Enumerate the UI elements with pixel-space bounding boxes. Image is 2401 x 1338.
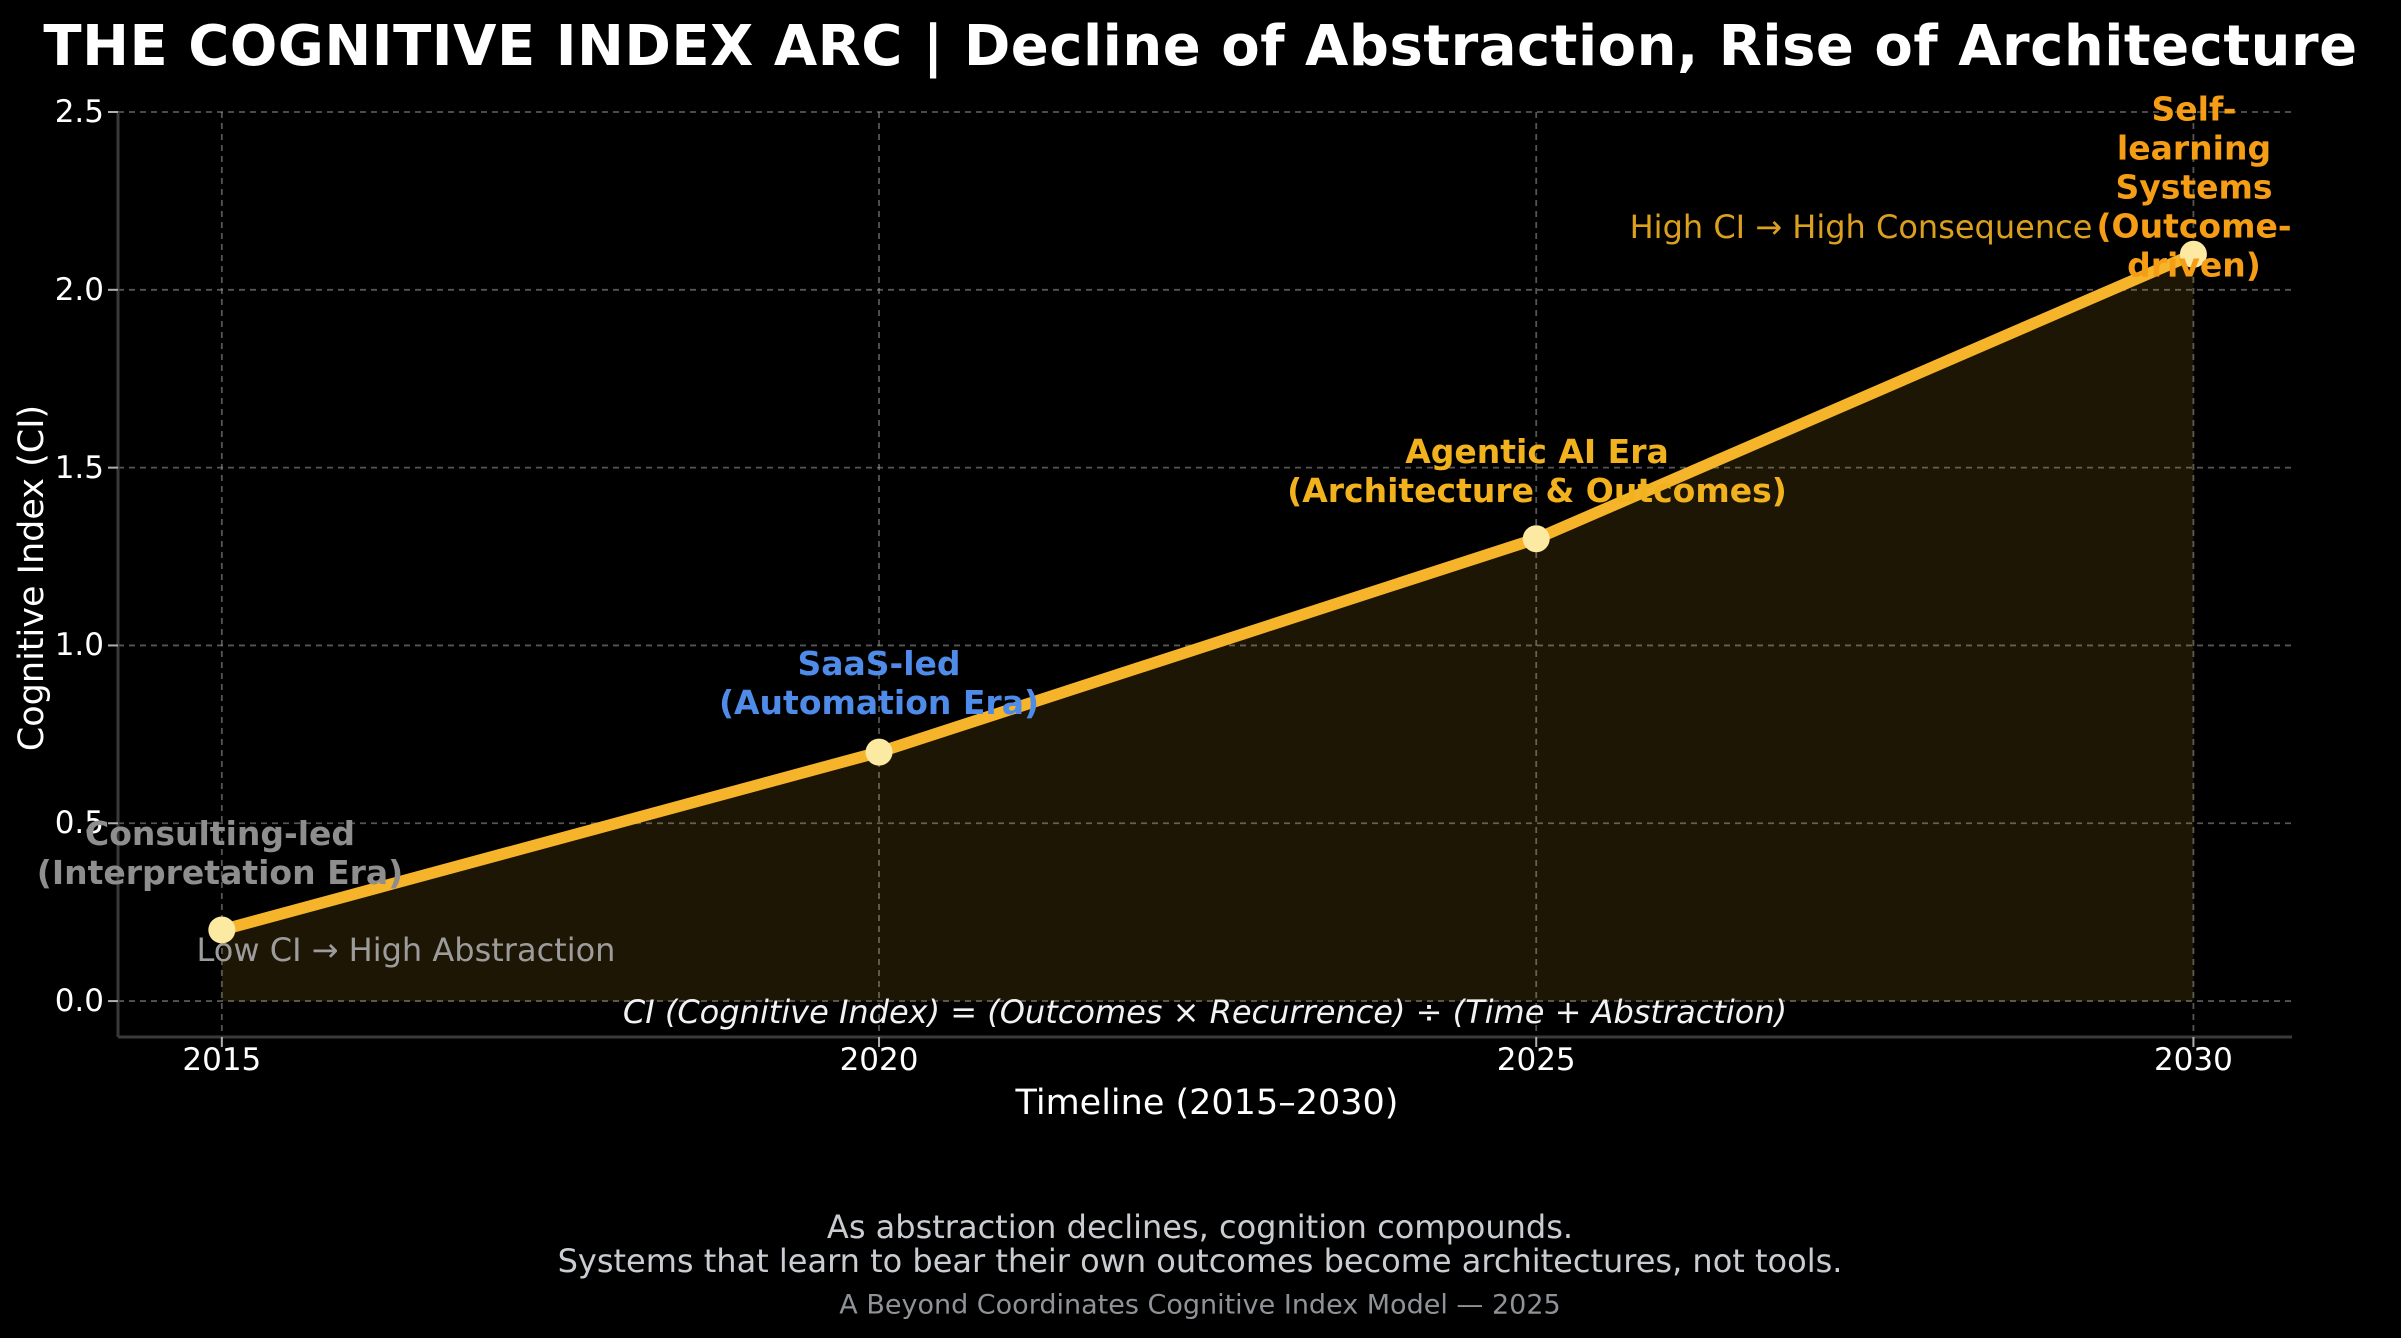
y-tick-label: 1.5: [54, 449, 104, 486]
y-tick-label: 2.5: [54, 94, 104, 130]
x-axis-title: Timeline (2015–2030): [1015, 1083, 1399, 1123]
x-tick-label: 2015: [182, 1042, 262, 1078]
footer-tagline-2: Systems that learn to bear their own out…: [557, 1242, 1843, 1280]
x-tick-label: 2030: [2153, 1042, 2233, 1078]
y-tick-label: 0.5: [54, 805, 104, 842]
annotation-low-ci: Low CI → High Abstraction: [196, 931, 616, 970]
data-point-marker: [2179, 240, 2207, 268]
area-fill: [221, 254, 2194, 1002]
footer-tagline-1: As abstraction declines, cognition compo…: [826, 1208, 1574, 1246]
footer-credit: A Beyond Coordinates Cognitive Index Mod…: [839, 1289, 1561, 1321]
data-point-marker: [865, 738, 893, 766]
data-point-marker: [208, 916, 236, 944]
x-tick-label: 2025: [1496, 1042, 1576, 1078]
annotation-high-ci: High CI → High Consequence: [1629, 208, 2093, 247]
y-tick-label: 0.0: [54, 983, 104, 1020]
annotation-agentic-ai-era: Agentic AI Era (Architecture & Outcomes): [1287, 432, 1787, 510]
y-tick-label: 2.0: [54, 271, 104, 308]
y-axis-title: Cognitive Index (CI): [12, 404, 52, 752]
line-chart-svg: [108, 111, 2292, 1047]
y-tick-label: 1.0: [54, 627, 104, 664]
annotation-self-learning-systems: Self-learning Systems (Outcome-driven): [2096, 89, 2292, 285]
ci-data-line: [216, 248, 2200, 936]
annotation-saas-led: SaaS-led (Automation Era): [718, 644, 1040, 722]
chart-title: THE COGNITIVE INDEX ARC | Decline of Abs…: [43, 14, 2358, 79]
annotation-consulting-led: Consulting-led (Interpretation Era): [36, 814, 404, 892]
x-tick-label: 2020: [839, 1042, 919, 1078]
data-point-marker: [1522, 525, 1550, 553]
formula-annotation: CI (Cognitive Index) = (Outcomes × Recur…: [622, 993, 1788, 1031]
